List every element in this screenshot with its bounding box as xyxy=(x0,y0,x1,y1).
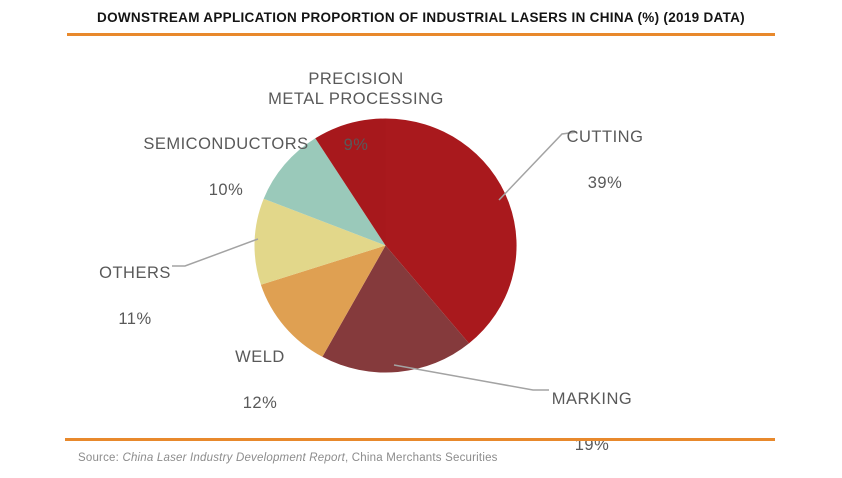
title-underline xyxy=(67,33,775,36)
slice-label-cutting: CUTTING 39% xyxy=(525,107,685,213)
pie-slice-weld xyxy=(260,245,386,357)
slice-label-semiconductors: SEMICONDUCTORS 10% xyxy=(116,114,336,220)
leader-line-marking xyxy=(393,364,549,391)
slice-label-marking: MARKING 19% xyxy=(512,369,672,475)
pie-slice-cutting xyxy=(385,118,517,344)
slice-percent: 9% xyxy=(343,136,369,154)
bottom-rule xyxy=(65,438,775,441)
pie-slice-marking xyxy=(322,245,469,373)
slice-label-weld: WELD 12% xyxy=(180,327,340,433)
source-report-title: China Laser Industry Development Report xyxy=(122,452,346,464)
leader-line-others xyxy=(172,238,259,267)
slice-label-text: WELD xyxy=(235,348,285,366)
slice-label-precision-metal-processing: PRECISION METAL PROCESSING 9% xyxy=(236,49,476,175)
slice-percent: 11% xyxy=(118,310,152,328)
slice-label-text: OTHERS xyxy=(99,264,171,282)
pie-slice-semiconductors xyxy=(263,138,386,246)
source-publisher: , China Merchants Securities xyxy=(345,452,498,464)
pie-slice-others xyxy=(254,198,386,285)
slice-percent: 39% xyxy=(587,174,623,192)
source-line: Source: China Laser Industry Development… xyxy=(78,452,498,464)
source-prefix: Source: xyxy=(78,452,123,464)
slice-label-text: SEMICONDUCTORS xyxy=(143,135,309,153)
page-title: DOWNSTREAM APPLICATION PROPORTION OF IND… xyxy=(97,10,745,25)
pie-slice-precision-metal-processing xyxy=(315,118,386,246)
slice-label-text: PRECISION METAL PROCESSING xyxy=(268,70,444,108)
slice-percent: 12% xyxy=(242,394,278,412)
slice-label-text: MARKING xyxy=(551,390,633,408)
leader-line-cutting xyxy=(498,131,578,201)
slice-label-text: CUTTING xyxy=(566,128,644,146)
slice-percent: 10% xyxy=(208,181,244,199)
slice-label-others: OTHERS 11% xyxy=(55,243,215,349)
